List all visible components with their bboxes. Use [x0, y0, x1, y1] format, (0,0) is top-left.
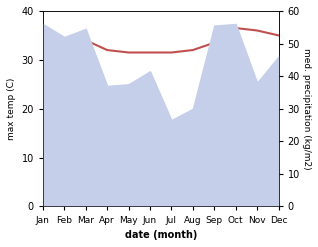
- Y-axis label: max temp (C): max temp (C): [7, 78, 16, 140]
- Y-axis label: med. precipitation (kg/m2): med. precipitation (kg/m2): [302, 48, 311, 169]
- X-axis label: date (month): date (month): [125, 230, 197, 240]
